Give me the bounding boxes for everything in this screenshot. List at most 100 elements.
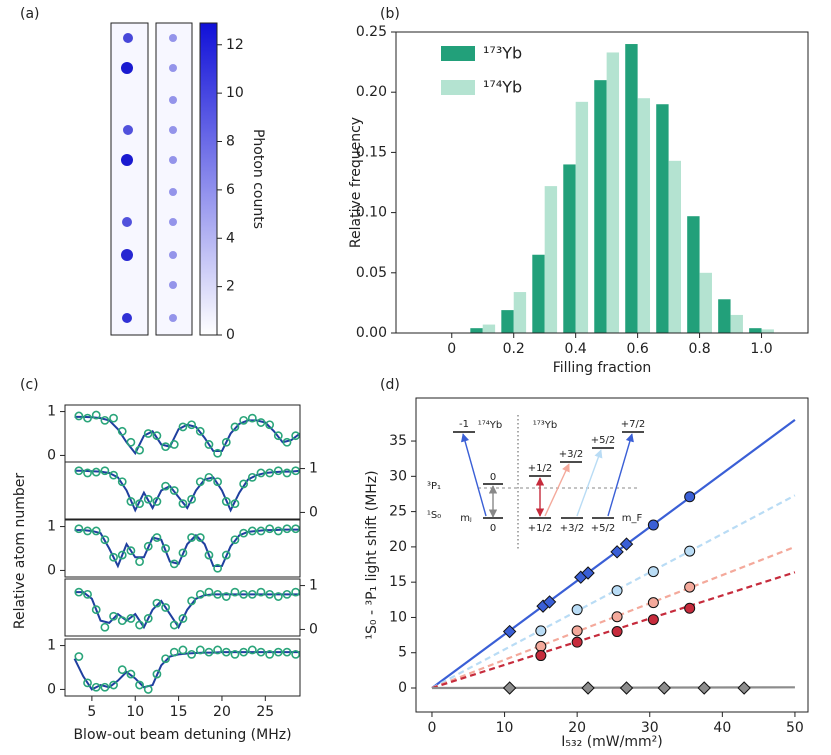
- data-point: [581, 681, 595, 695]
- data-point: [187, 533, 197, 542]
- y-tick-label: 25: [389, 504, 407, 520]
- axis-label: Photon counts: [250, 129, 266, 229]
- y-tick-label: 8: [226, 134, 235, 150]
- data-point: [256, 418, 266, 427]
- bar: [668, 160, 681, 333]
- bar: [482, 324, 496, 333]
- data-point: [282, 437, 292, 447]
- panel-label: (a): [20, 6, 40, 22]
- axes-frame: [415, 397, 809, 713]
- y-tick-label: 0: [309, 504, 318, 520]
- data-point: [282, 524, 292, 534]
- data-point: [109, 552, 118, 562]
- y-tick-label: 4: [226, 230, 235, 246]
- y-tick-label: 30: [389, 468, 407, 484]
- data-point: [213, 589, 223, 599]
- data-point: [169, 486, 179, 495]
- bar: [637, 98, 651, 333]
- data-point: [647, 519, 659, 531]
- atom-spots: [121, 33, 177, 323]
- transition-arrow: [460, 433, 487, 517]
- panel-label: (c): [20, 377, 39, 393]
- legend-swatch: [441, 80, 475, 95]
- x-tick-label: 0.6: [626, 341, 648, 357]
- data-point: [697, 681, 711, 695]
- data-point: [619, 537, 634, 551]
- data-point: [204, 647, 214, 657]
- data-point: [117, 550, 127, 560]
- data-point: [256, 526, 266, 536]
- transition-arrow: [576, 449, 603, 517]
- bar: [687, 216, 700, 333]
- data-point: [535, 625, 547, 637]
- data-point: [737, 681, 751, 695]
- axes-frame: [64, 519, 301, 578]
- data-point: [282, 647, 292, 657]
- y-tick-label: 1: [309, 578, 318, 594]
- data-point: [83, 678, 92, 688]
- data-point: [178, 548, 188, 558]
- bar: [761, 329, 774, 333]
- axis-label: ¹S₀ - ³P₁ light shift (MHz): [364, 470, 380, 639]
- data-point: [100, 535, 110, 545]
- data-point: [195, 426, 205, 436]
- data-point: [143, 541, 153, 551]
- inset-label: ¹S₀: [427, 510, 441, 521]
- data-point: [178, 422, 188, 432]
- x-tick-label: 0: [447, 341, 456, 357]
- data-point: [247, 472, 257, 482]
- data-point: [684, 545, 696, 557]
- data-point: [74, 587, 84, 597]
- bar: [699, 272, 712, 333]
- data-point: [221, 550, 231, 560]
- data-point: [100, 466, 110, 476]
- bar: [625, 44, 638, 333]
- data-point: [161, 654, 170, 664]
- data-point: [647, 566, 659, 578]
- y-tick-label: 5: [398, 645, 407, 661]
- data-point: [100, 415, 110, 425]
- x-tick-label: 50: [786, 720, 804, 736]
- data-point: [117, 665, 127, 675]
- inset-label: +1/2: [528, 523, 552, 534]
- atom-images: [110, 22, 218, 336]
- transition-arrow: [544, 463, 570, 517]
- data-point: [230, 649, 240, 659]
- data-point: [657, 681, 671, 695]
- data-point: [221, 647, 231, 657]
- data-point: [221, 437, 231, 447]
- data-point: [195, 645, 205, 655]
- data-point: [213, 645, 223, 655]
- data-point: [273, 526, 283, 536]
- bar: [563, 164, 576, 333]
- data-point: [571, 604, 583, 616]
- y-tick-label: 1: [47, 519, 56, 535]
- transition-arrow: [607, 433, 634, 517]
- data-point: [535, 640, 547, 652]
- data-point: [611, 611, 623, 623]
- data-point: [239, 415, 249, 425]
- axes-frame: [64, 578, 301, 637]
- data-point: [265, 468, 275, 478]
- axes-frame: [64, 461, 301, 520]
- data-point: [647, 597, 659, 609]
- data-point: [83, 526, 92, 536]
- data-point: [502, 681, 517, 695]
- legend-swatch: [441, 46, 475, 61]
- y-tick-label: 1: [309, 461, 318, 477]
- y-tick-label: 35: [389, 433, 407, 449]
- data-point: [126, 669, 136, 679]
- data-point: [152, 533, 162, 542]
- bar: [544, 186, 558, 333]
- data-point: [117, 426, 127, 436]
- data-point: [247, 526, 257, 536]
- x-tick-label: 20: [568, 720, 586, 736]
- bar: [656, 104, 669, 334]
- axes-frame: [64, 638, 301, 697]
- x-tick-label: 5: [87, 704, 96, 720]
- bar: [718, 299, 731, 333]
- panel-label: (d): [380, 377, 400, 393]
- data-point: [265, 649, 275, 659]
- data-point: [83, 468, 92, 478]
- y-tick-label: 0.15: [356, 144, 387, 160]
